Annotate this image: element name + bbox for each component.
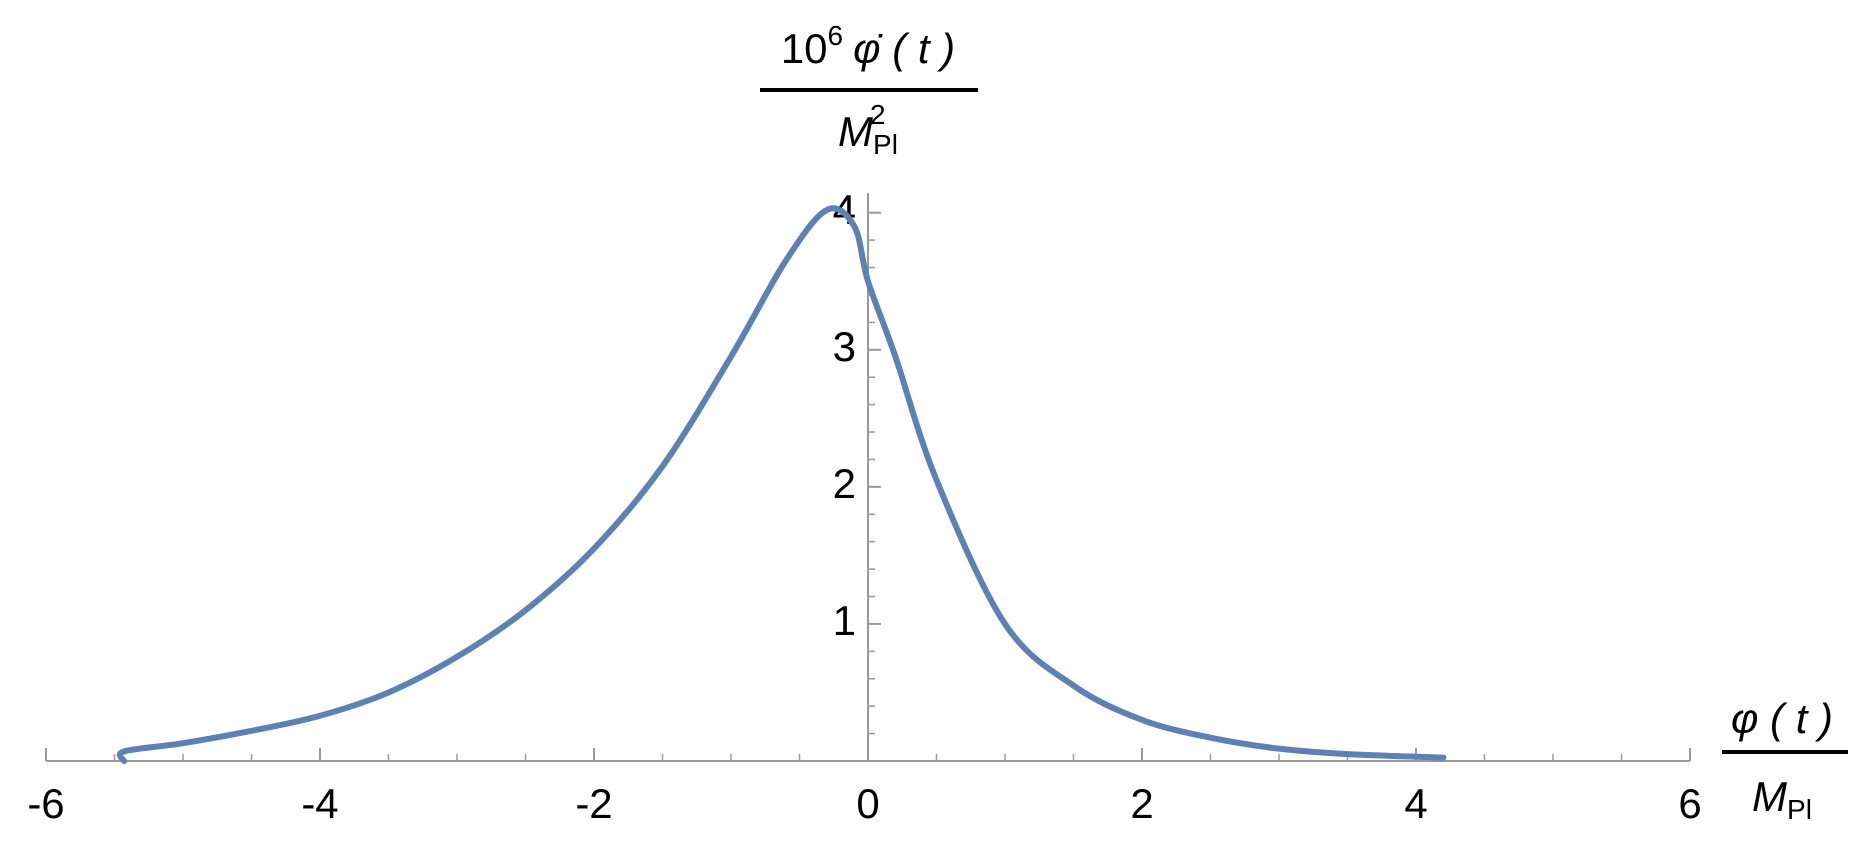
y-tick-label: 1 (833, 597, 856, 644)
x-tick-label: 4 (1404, 780, 1427, 827)
x-tick-label: 6 (1678, 780, 1701, 827)
x-tick-label: 2 (1130, 780, 1153, 827)
data-line (116, 205, 1447, 764)
y-tick-label: 3 (833, 323, 856, 370)
y-axis-label: 106 φ̇ ( t ) MPl2 (760, 20, 978, 160)
x-tick-label: -2 (575, 780, 612, 827)
x-label-numerator: φ ( t ) (1731, 695, 1833, 742)
y-tick-label: 2 (833, 460, 856, 507)
x-tick-label: -6 (27, 780, 64, 827)
x-axis-label: φ ( t ) MPl (1722, 695, 1848, 825)
x-label-denominator: MPl (1752, 773, 1812, 825)
x-tick-label: 0 (856, 780, 879, 827)
y-label-numerator: 106 φ̇ ( t ) (781, 20, 955, 72)
x-tick-label: -4 (301, 780, 338, 827)
y-label-denominator: MPl2 (838, 99, 898, 160)
